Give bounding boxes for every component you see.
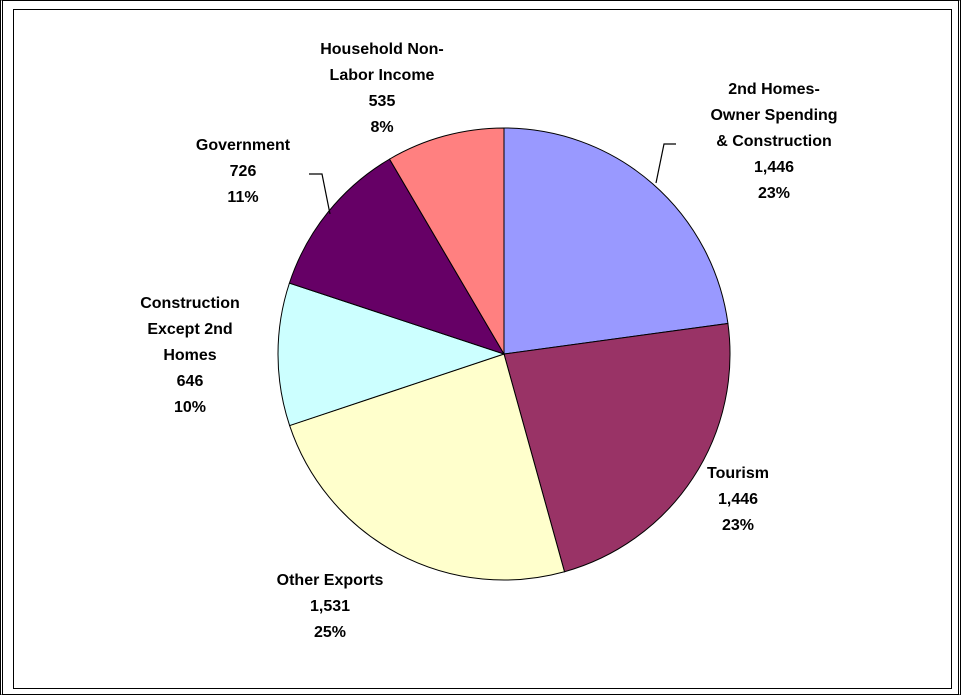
slice-label-name: Except 2nd	[147, 321, 232, 338]
leader-line	[655, 143, 676, 184]
slice-label-value: 1,446	[754, 159, 794, 176]
slice-label-name: & Construction	[716, 133, 832, 150]
slice-label-value: 726	[230, 163, 257, 180]
slice-label-name: 2nd Homes-	[728, 81, 820, 98]
slice-label-name: Owner Spending	[710, 107, 837, 124]
leader-lines	[309, 143, 676, 215]
slice-label: Government 726 11%	[196, 137, 291, 206]
pie-slice	[288, 353, 566, 581]
pie-slice	[277, 282, 506, 427]
slice-label-value: 535	[369, 93, 396, 110]
pie-slice	[503, 322, 731, 573]
slice-label: Tourism 1,446 23%	[707, 465, 769, 534]
slice-labels: 2nd Homes- Owner Spending & Construction 1,…	[140, 41, 837, 641]
slice-label-percent: 8%	[370, 119, 393, 136]
chart-inner-border	[13, 9, 952, 689]
pie-slices	[277, 127, 731, 581]
slice-label-value: 1,531	[310, 598, 350, 615]
slice-label-name: Other Exports	[277, 572, 384, 589]
slice-label-percent: 23%	[758, 185, 790, 202]
pie-slice	[503, 127, 729, 355]
slice-label-name: Construction	[140, 295, 240, 312]
pie-slice	[388, 127, 505, 356]
slice-label-percent: 25%	[314, 624, 346, 641]
slice-label-value: 646	[177, 373, 204, 390]
slice-label: Other Exports 1,531 25%	[277, 572, 384, 641]
slice-label-value: 1,446	[718, 491, 758, 508]
slice-label-name: Government	[196, 137, 291, 154]
slice-label-percent: 23%	[722, 517, 754, 534]
slice-label-name: Labor Income	[330, 67, 435, 84]
slice-label-percent: 11%	[227, 189, 258, 206]
slice-label-name: Tourism	[707, 465, 769, 482]
slice-label-name: Homes	[163, 347, 216, 364]
pie-slice	[288, 158, 506, 355]
slice-label: Construction Except 2nd Homes 646 10%	[140, 295, 240, 416]
leader-line	[309, 173, 331, 215]
slice-label-name: Household Non-	[320, 41, 444, 58]
slice-label: 2nd Homes- Owner Spending & Construction 1,…	[710, 81, 837, 202]
slice-label-percent: 10%	[174, 399, 206, 416]
slice-label: Household Non- Labor Income 535 8%	[320, 41, 444, 136]
